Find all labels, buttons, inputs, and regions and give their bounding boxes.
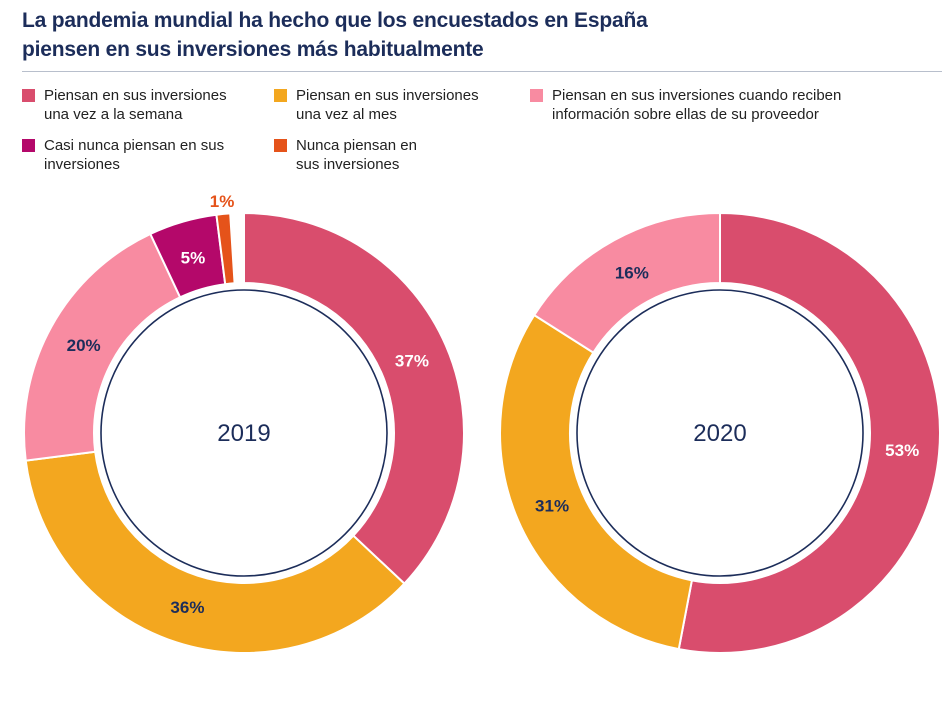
title-line-2: piensen en sus inversiones más habitualm… [22, 38, 484, 61]
data-label: 16% [615, 264, 649, 283]
donut-slice [532, 211, 721, 355]
legend-item-almost-never: Casi nunca piensan en sus inversiones [22, 136, 224, 174]
data-label: 53% [885, 441, 919, 460]
legend-text: sus inversiones [296, 156, 400, 173]
legend-text: Piensan en sus inversiones [44, 87, 227, 104]
donut-inner-ring [576, 289, 864, 577]
data-label: 36% [170, 598, 204, 617]
legend-text: Nunca piensan en [296, 137, 417, 154]
legend-text: información sobre ellas de su proveedor [552, 106, 819, 123]
legend-item-provider: Piensan en sus inversiones cuando recibe… [530, 86, 841, 124]
data-label: 20% [67, 336, 101, 355]
legend-text: una vez al mes [296, 106, 397, 123]
title-line-1: La pandemia mundial ha hecho que los enc… [22, 9, 648, 32]
donut-slice [215, 212, 236, 286]
donut-slice [499, 313, 694, 651]
divider [22, 71, 942, 72]
center-year-label: 2019 [217, 420, 270, 447]
legend-swatch [530, 89, 543, 102]
donut-inner-ring [100, 289, 388, 577]
legend-text: Piensan en sus inversiones cuando recibe… [552, 87, 842, 104]
legend-swatch [22, 139, 35, 152]
legend-text: Casi nunca piensan en sus [44, 137, 225, 154]
center-year-label: 2020 [693, 420, 746, 447]
legend-swatch [274, 139, 287, 152]
legend-item-monthly: Piensan en sus inversiones una vez al mes [274, 86, 479, 124]
data-label: 31% [535, 497, 569, 516]
legend-item-never: Nunca piensan en sus inversiones [274, 136, 417, 174]
donut-slice [24, 450, 406, 654]
legend-text: Piensan en sus inversiones [296, 87, 479, 104]
legend-text: una vez a la semana [44, 106, 183, 123]
donut-slice [677, 211, 941, 654]
chart-title: La pandemia mundial ha hecho que los enc… [22, 6, 648, 64]
data-label: 5% [181, 248, 206, 267]
legend-text: inversiones [44, 156, 120, 173]
data-label: 37% [395, 351, 429, 370]
donut-slice [243, 211, 465, 586]
legend-item-weekly: Piensan en sus inversiones una vez a la s… [22, 86, 227, 124]
data-label: 1% [210, 192, 235, 211]
legend-swatch [274, 89, 287, 102]
legend-swatch [22, 89, 35, 102]
